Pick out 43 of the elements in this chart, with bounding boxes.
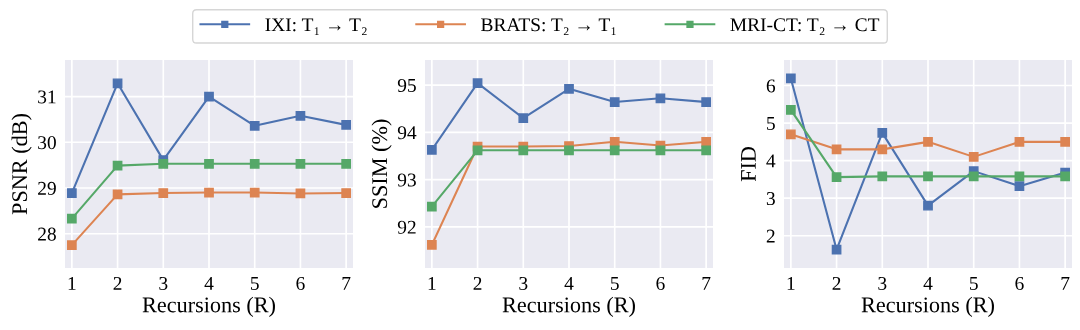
x-tick-label: 3 <box>159 276 168 291</box>
x-tick-label: 4 <box>564 277 574 290</box>
x-tick-label: 6 <box>1015 276 1024 291</box>
y-tick-label: 93 <box>397 173 416 187</box>
y-tick-label: 3 <box>766 192 775 206</box>
y-tick-label: 30 <box>38 136 56 150</box>
x-tick-label: 6 <box>656 276 665 291</box>
y-tick-label: 6 <box>766 79 776 93</box>
x-axis-title: Recursions (R) <box>142 296 275 317</box>
y-axis-title: FID <box>741 146 756 182</box>
x-tick-label: 7 <box>702 277 711 290</box>
x-tick-label: 6 <box>296 276 305 291</box>
legend-label: IXI: T₁ → T₂ <box>265 18 367 36</box>
y-tick-label: 29 <box>38 181 56 195</box>
y-axis-title: PSNR (dB) <box>11 114 32 215</box>
y-tick-label: 92 <box>397 220 416 234</box>
x-tick-label: 7 <box>1061 277 1070 290</box>
x-tick-label: 3 <box>878 276 887 291</box>
x-tick-label: 2 <box>113 276 122 290</box>
x-tick-label: 1 <box>68 276 76 290</box>
legend-label: MRI-CT: T₂ → CT <box>730 18 880 36</box>
x-tick-label: 3 <box>519 276 528 291</box>
x-axis-title: Recursions (R) <box>861 296 994 317</box>
x-tick-label: 5 <box>610 277 619 291</box>
x-tick-label: 1 <box>428 276 436 290</box>
y-tick-label: 31 <box>38 90 56 104</box>
y-tick-label: 95 <box>397 78 416 92</box>
y-tick-label: 28 <box>38 227 56 241</box>
x-tick-label: 4 <box>923 277 933 290</box>
x-tick-label: 7 <box>342 277 351 290</box>
x-tick-label: 5 <box>250 277 259 291</box>
x-tick-label: 2 <box>832 276 841 290</box>
legend-label: BRATS: T₂ → T₁ <box>481 18 616 36</box>
y-axis-title: SSIM (%) <box>371 119 392 208</box>
x-tick-label: 2 <box>473 276 482 290</box>
x-tick-label: 5 <box>969 277 978 291</box>
x-tick-label: 4 <box>204 277 214 290</box>
x-axis-title: Recursions (R) <box>502 296 635 317</box>
x-tick-label: 1 <box>787 276 795 290</box>
y-tick-label: 5 <box>767 117 775 131</box>
y-tick-label: 4 <box>766 154 776 168</box>
y-tick-label: 2 <box>766 229 775 243</box>
y-tick-label: 94 <box>397 126 417 140</box>
